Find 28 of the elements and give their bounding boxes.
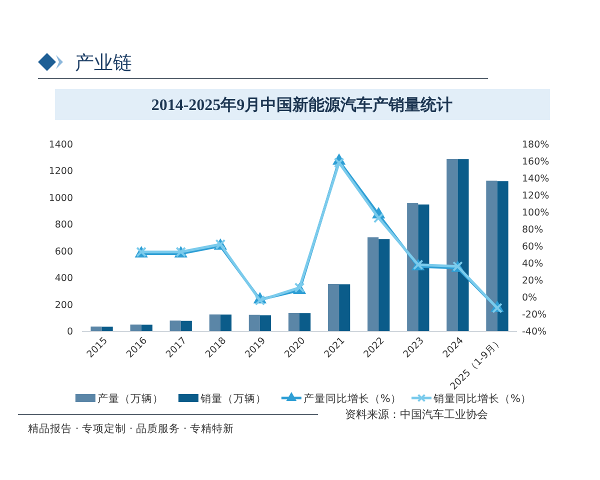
legend-label: 产量同比增长（%） [303,392,402,405]
y-tick-label: 200 [54,300,73,311]
text: 资料来源：中国汽车工业协会 [345,408,488,421]
legend-label: 产量（万辆） [97,392,164,405]
y2-tick-label: 120% [522,190,550,202]
text: 产业链 [75,52,132,74]
y2-tick-label: 140% [522,174,550,184]
y-tick-label: 400 [54,273,73,284]
chart-title: 2014-2025年9月中国新能源汽车产销量统计 [151,96,453,114]
y2-tick-label: 60% [522,242,544,252]
y-tick-label: 0 [66,326,73,338]
y-tick-label: 1400 [48,140,73,150]
legend-label: 销量同比增长（%） [432,392,532,405]
y2-tick-label: -20% [522,310,547,320]
y-tick-label: 600 [54,246,73,258]
y-tick-label: 1000 [48,192,73,204]
y-tick-label: 1200 [48,166,73,178]
y-tick-label: 800 [54,220,73,231]
y2-tick-label: 100% [522,208,550,218]
legend-label: 销量（万辆） [199,393,266,405]
text: 精品报告 · 专项定制 · 品质服务 · 专精特新 [28,422,234,435]
y2-tick-label: 0% [522,292,538,304]
y2-tick-label: -40% [522,326,547,338]
y2-tick-label: 160% [522,156,550,168]
y2-tick-label: 40% [522,258,544,270]
y2-tick-label: 180% [522,140,550,150]
y2-tick-label: 20% [522,276,544,286]
y2-tick-label: 80% [522,224,544,236]
